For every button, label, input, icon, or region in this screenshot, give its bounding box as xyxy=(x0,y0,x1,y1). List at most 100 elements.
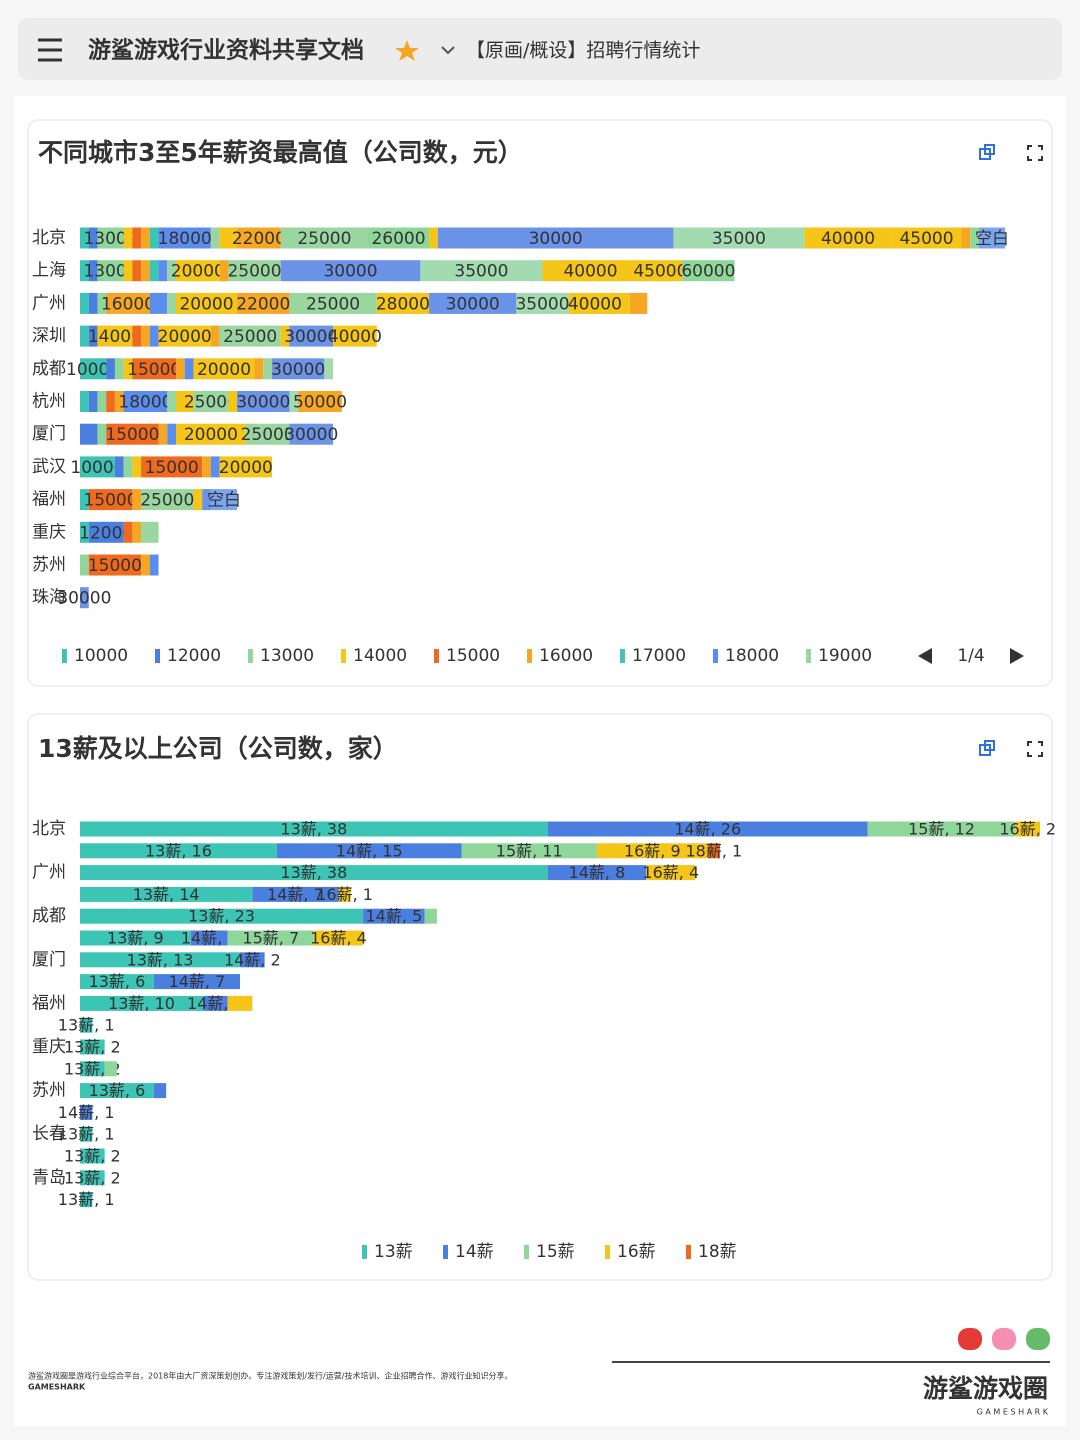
bar-segment xyxy=(289,325,334,347)
bar-segment xyxy=(596,843,708,859)
bar-segment xyxy=(263,358,272,380)
data-label: 13薪, 6 xyxy=(89,1081,146,1100)
expand-icon[interactable] xyxy=(1027,741,1043,757)
bar-segment xyxy=(237,391,290,412)
legend-marker xyxy=(341,649,346,663)
legend-label: 16000 xyxy=(539,646,593,666)
bar-segment xyxy=(149,554,159,576)
y-tick-label: 福州 xyxy=(32,993,66,1013)
bar-segment xyxy=(646,865,696,881)
data-label: 30000 xyxy=(236,393,290,413)
data-label: 15000 xyxy=(127,360,181,380)
data-label: 22000 xyxy=(236,294,290,314)
y-tick-label: 厦门 xyxy=(32,424,66,444)
legend-marker xyxy=(443,1245,448,1259)
legend-label: 12000 xyxy=(167,646,221,666)
bar-segment xyxy=(289,391,299,412)
bar-segment xyxy=(88,554,142,576)
bar-segment xyxy=(176,292,238,314)
bar-segment xyxy=(203,995,228,1011)
bar-segment xyxy=(80,1148,105,1164)
bar-segment xyxy=(254,358,264,380)
bar-segment xyxy=(245,423,290,445)
bar-segment xyxy=(313,930,364,946)
bar-segment xyxy=(80,1192,93,1208)
bar-segment xyxy=(437,227,674,249)
star-button[interactable] xyxy=(395,40,419,61)
bar-segment xyxy=(123,456,133,478)
data-label: 45000 xyxy=(633,262,687,282)
data-label: 13薪, 16 xyxy=(145,841,212,860)
bar-segment xyxy=(123,521,133,543)
bar-segment xyxy=(114,391,124,412)
data-label: 15薪, 7 xyxy=(242,929,299,948)
bar-segment xyxy=(80,952,240,968)
legend-marker xyxy=(806,649,811,663)
legend-next[interactable] xyxy=(1010,648,1024,664)
bar-segment xyxy=(193,358,255,380)
bar-segment xyxy=(80,1170,105,1186)
logo: 游鲨游戏圈 xyxy=(923,1374,1048,1403)
data-label: 25000 xyxy=(306,294,360,314)
data-label: 16薪, 2 xyxy=(999,820,1056,839)
copy-icon[interactable] xyxy=(979,144,995,160)
bar-segment xyxy=(429,227,438,249)
legend-marker xyxy=(524,1245,529,1259)
y-tick-label: 上海 xyxy=(32,261,66,281)
bar-segment xyxy=(219,227,238,249)
bar-segment xyxy=(210,489,238,511)
bar-segment xyxy=(153,974,240,990)
data-label: 40000 xyxy=(568,294,622,314)
expand-icon[interactable] xyxy=(1027,145,1043,161)
menu-button[interactable] xyxy=(38,38,62,62)
bar-segment xyxy=(80,821,548,837)
data-label: 30000 xyxy=(271,360,325,380)
data-label: 35000 xyxy=(515,294,569,314)
legend-prev[interactable] xyxy=(918,648,932,664)
mascot-icons xyxy=(958,1328,1050,1350)
bar-segment xyxy=(227,995,253,1011)
bar-segment xyxy=(333,325,377,347)
data-label: 12000 xyxy=(79,523,133,543)
bar-segment xyxy=(106,292,150,314)
bar-segment xyxy=(202,456,211,478)
bar-segment xyxy=(190,930,228,946)
y-tick-label: 长春 xyxy=(32,1124,66,1144)
data-label: 25000 xyxy=(297,229,351,249)
bar-segment xyxy=(420,260,543,282)
legend-marker xyxy=(686,1245,691,1259)
bar-segment xyxy=(88,391,98,412)
header-title: 游鲨游戏行业资料共享文档 xyxy=(88,37,364,64)
bar-segment xyxy=(376,292,430,314)
data-label: 14薪, 1 xyxy=(58,1103,115,1122)
bar-segment xyxy=(176,391,194,412)
dropdown-button[interactable] xyxy=(441,46,455,55)
data-label: 40000 xyxy=(821,229,875,249)
data-label: 13薪, 2 xyxy=(64,1147,121,1166)
data-label: 14薪, 7 xyxy=(267,885,324,904)
bar-segment xyxy=(193,391,229,412)
data-label: 60000 xyxy=(681,262,735,282)
legend-marker xyxy=(620,649,625,663)
bar-segment xyxy=(141,260,150,282)
data-label: 20000 xyxy=(179,294,233,314)
bar-segment xyxy=(210,325,220,347)
y-tick-label: 深圳 xyxy=(32,326,66,346)
bar-segment xyxy=(149,260,159,282)
bar-segment xyxy=(132,260,142,282)
bar-segment xyxy=(970,227,979,249)
data-label: 20000 xyxy=(171,262,225,282)
bar-segment xyxy=(289,423,334,445)
bar-segment xyxy=(80,1104,93,1120)
bar-segment xyxy=(149,325,159,347)
legend-label: 13薪 xyxy=(374,1242,413,1262)
data-label: 45000 xyxy=(899,229,953,249)
data-label: 20000 xyxy=(197,360,251,380)
copy-icon[interactable] xyxy=(979,740,995,756)
data-label: 40000 xyxy=(328,327,382,347)
bar-segment xyxy=(123,391,168,412)
bar-segment xyxy=(202,489,211,511)
bar-segment xyxy=(141,554,150,576)
bar-segment xyxy=(132,358,176,380)
bar-segment xyxy=(141,325,150,347)
